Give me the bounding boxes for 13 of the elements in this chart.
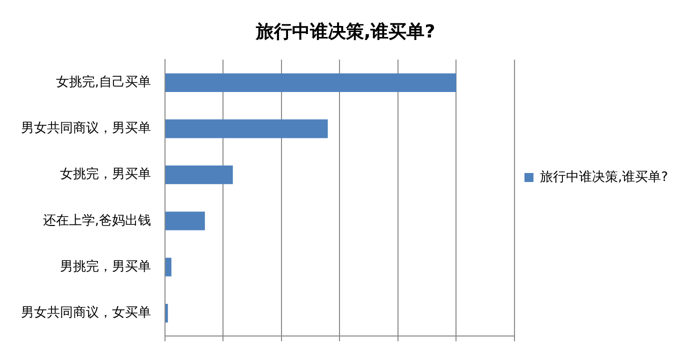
bar [166,258,172,276]
y-tick-label: 还在上学,爸妈出钱 [42,213,151,228]
legend-label: 旅行中谁决策,谁买单? [540,170,668,185]
bar [166,73,456,92]
y-tick-label: 女挑完，男买单 [60,166,151,182]
y-tick-label: 女挑完,自己买单 [56,74,151,90]
y-tick-label: 男女共同商议，男买单 [21,121,151,136]
bar [166,212,205,230]
bar [166,166,233,184]
y-tick-label: 男女共同商议，女买单 [21,306,151,321]
bar [166,119,328,138]
y-tick-label: 男挑完，男买单 [60,258,151,274]
chart-title: 旅行中谁决策,谁买单? [254,21,436,42]
